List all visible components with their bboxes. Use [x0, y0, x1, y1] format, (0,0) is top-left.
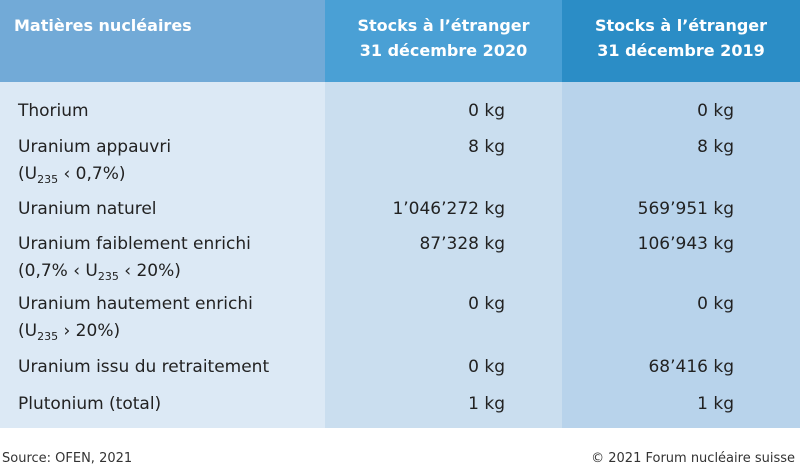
stock-value: 1 kg	[697, 394, 734, 414]
note-subscript: 235	[37, 173, 59, 186]
material-name: Uranium appauvri	[18, 137, 172, 157]
stock-value: 0 kg	[468, 294, 505, 314]
header-cell	[562, 0, 800, 82]
material-note: (0,7% ‹ U235 ‹ 20%)	[18, 261, 181, 283]
body-column	[325, 82, 562, 428]
stock-value: 0 kg	[697, 101, 734, 121]
note-text: (U	[18, 321, 38, 341]
stock-value: 68’416 kg	[648, 357, 734, 377]
header-title: Stocks à l’étranger	[594, 16, 768, 35]
note-text: › 20%)	[58, 321, 121, 341]
stock-value: 106’943 kg	[637, 234, 734, 254]
material-note: (U235 ‹ 0,7%)	[18, 164, 126, 186]
stock-value: 1’046’272 kg	[392, 199, 505, 219]
stock-value: 1 kg	[468, 394, 505, 414]
header-cell	[0, 0, 325, 82]
note-text: (U	[18, 164, 38, 184]
note-subscript: 235	[97, 270, 119, 283]
stock-value: 0 kg	[468, 101, 505, 121]
stock-value: 87’328 kg	[419, 234, 505, 254]
header-title: 31 décembre 2019	[597, 41, 765, 60]
material-name: Uranium issu du retraitement	[18, 357, 270, 377]
header-cell	[325, 0, 562, 82]
copyright: © 2021 Forum nucléaire suisse	[591, 451, 795, 466]
body-column	[562, 82, 800, 428]
header-title: Stocks à l’étranger	[357, 16, 530, 35]
source: Source: OFEN, 2021	[2, 451, 133, 466]
material-name: Uranium faiblement enrichi	[18, 234, 251, 254]
note-text: ‹ 0,7%)	[58, 164, 126, 184]
header-title: 31 décembre 2020	[359, 41, 528, 60]
stock-value: 0 kg	[697, 294, 734, 314]
note-text: ‹ 20%)	[118, 261, 181, 281]
material-note: (U235 › 20%)	[18, 321, 121, 343]
material-name: Uranium naturel	[18, 199, 157, 219]
stock-value: 569’951 kg	[637, 199, 734, 219]
note-text: (0,7% ‹ U	[18, 261, 98, 281]
stock-value: 8 kg	[697, 137, 734, 157]
material-name: Thorium	[18, 101, 89, 121]
stock-value: 8 kg	[468, 137, 505, 157]
material-name: Plutonium (total)	[18, 394, 162, 414]
stock-value: 0 kg	[468, 357, 505, 377]
header-title: Matières nucléaires	[14, 16, 192, 35]
body-column	[0, 82, 325, 428]
note-subscript: 235	[37, 330, 59, 343]
material-name: Uranium hautement enrichi	[18, 294, 253, 314]
